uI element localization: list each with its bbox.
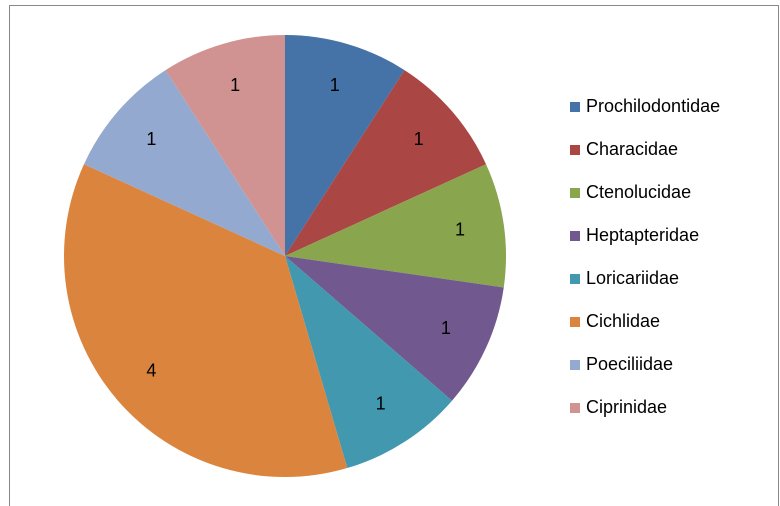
legend-label: Prochilodontidae [586,96,720,116]
data-label: 1 [330,75,340,95]
legend-swatch [570,231,580,241]
pie-slice [285,164,506,288]
data-label: 1 [441,318,451,338]
legend-swatch [570,403,580,413]
legend-label: Poeciliidae [586,354,673,374]
pie-slice [285,35,405,256]
legend-label: Ctenolucidae [586,182,691,202]
pie-slice [285,256,453,469]
legend-label: Characidae [586,139,678,159]
data-label: 1 [376,393,386,413]
pie-slice [83,70,285,256]
data-label: 1 [146,129,156,149]
legend-label: Heptapteridae [586,225,699,245]
pie-slice [63,164,348,477]
pie-slice [165,35,285,256]
data-label: 1 [414,129,424,149]
pie-slice [285,256,504,401]
pie-slice [285,70,487,256]
legend-swatch [570,188,580,198]
data-label: 1 [230,75,240,95]
legend-label: Loricariidae [586,268,679,288]
data-label: 1 [455,220,465,240]
legend-label: Ciprinidae [586,397,667,417]
legend-swatch [570,360,580,370]
chart-border [9,5,779,506]
legend-swatch [570,274,580,284]
legend-label: Cichlidae [586,311,660,331]
legend-swatch [570,317,580,327]
legend-swatch [570,145,580,155]
data-label: 4 [146,361,156,381]
legend-swatch [570,102,580,112]
